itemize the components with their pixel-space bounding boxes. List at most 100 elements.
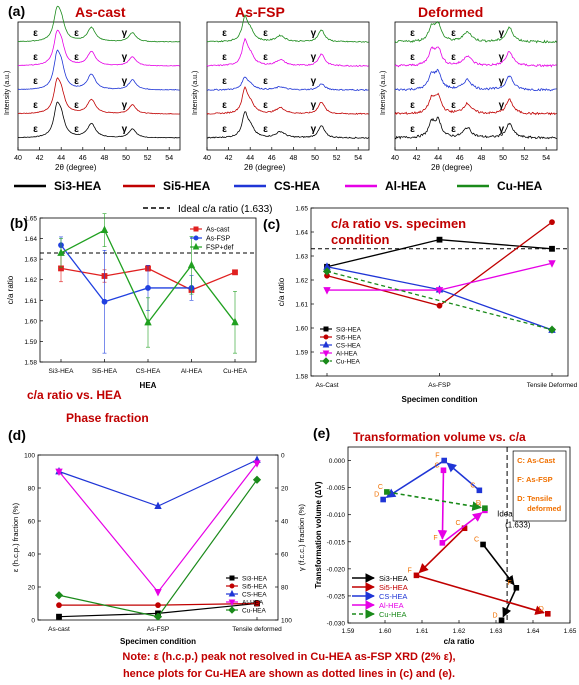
legend-marker-al-hea (322, 350, 330, 358)
y-tick-label: 1.59 (295, 350, 308, 357)
series-line-cu-hea (326, 270, 553, 331)
series-line-al-hea (58, 462, 258, 593)
data-point-al-hea (439, 540, 446, 546)
data-point-cu-hea (547, 325, 557, 334)
xrd-eps-label: ε (222, 76, 227, 87)
condition-key-def-1: D: Tensile (517, 494, 552, 503)
xrd-eps-label: ε (222, 28, 227, 39)
xrd-gamma-label: γ (499, 52, 505, 63)
legend-label-si5-hea: Si5-HEA (336, 335, 362, 342)
data-point-al-hea (253, 460, 261, 468)
x-tick-label: Tensile Deformed (527, 382, 578, 389)
x-tick-label: 1.62 (453, 628, 466, 635)
chart-c-title-line-2: condition (331, 232, 390, 247)
data-point-al-hea (435, 287, 444, 295)
y-tick-label: 40 (28, 552, 36, 559)
x-tick-label: 1.61 (416, 628, 429, 635)
series-line-as-fsp (60, 244, 192, 303)
transition-arrow-cs-hea (385, 459, 445, 499)
x-tick-label: 1.65 (564, 628, 577, 635)
y-tick-label: 1.60 (295, 326, 308, 333)
condition-tag: D (539, 606, 544, 613)
y-tick-label: 1.63 (24, 257, 37, 264)
data-point-si5-hea (436, 302, 443, 309)
data-point-fsp+def (231, 317, 239, 326)
x-tick-label: Tensile deformed (232, 626, 282, 633)
xrd-tick-label: 54 (165, 155, 173, 162)
data-point-cs-hea (154, 501, 162, 510)
y-tick-label: 1.61 (24, 298, 37, 305)
legend-marker-si5-hea (229, 583, 235, 589)
xrd-gamma-label: γ (311, 76, 317, 87)
legend-marker-as-cast (193, 226, 199, 232)
xrd-tick-label: 42 (413, 155, 421, 162)
chart-d-title: Phase fraction (66, 411, 149, 425)
legend-label-as-cast: As-cast (206, 227, 229, 234)
data-point-cs-hea (441, 457, 447, 464)
xrd-frame (206, 21, 370, 151)
condition-tag: D (493, 612, 498, 619)
xrd-tick-label: 40 (14, 155, 22, 162)
legend-marker-si5-hea (323, 334, 329, 340)
xrd-xlabel-2: 2θ (degree) (244, 163, 286, 172)
x-tick-label: 1.63 (490, 628, 503, 635)
legend-label-cu-hea: Cu-HEA (379, 610, 407, 619)
x-tick-label: As-FSP (428, 382, 450, 389)
xrd-trace (206, 13, 369, 43)
condition-key-def-2: deformed (527, 504, 562, 513)
y-tick-label: 20 (28, 585, 36, 592)
y-tick-label: 1.62 (24, 277, 37, 284)
xrd-trace (206, 86, 369, 115)
legend-label-al-hea: Al-HEA (385, 179, 427, 193)
condition-tag: C (434, 462, 439, 469)
legend-marker-cu-hea (322, 357, 330, 365)
y-axis-label: c/a ratio (277, 277, 286, 306)
x-tick-label: 1.59 (342, 628, 355, 635)
y-tick-label: 1.64 (24, 236, 37, 243)
xrd-eps-label: ε (222, 52, 227, 63)
xrd-trace (18, 77, 180, 115)
transition-arrow-al-hea (441, 512, 483, 544)
legend-marker-cu-hea (228, 606, 236, 614)
condition-tag: D (374, 492, 379, 499)
y-tick-label: 1.64 (295, 230, 308, 237)
x-tick-label: Si3-HEA (49, 368, 75, 375)
xrd-trace (394, 68, 557, 92)
data-point-si3-hea (436, 236, 443, 243)
y-tick-label: 1.65 (295, 206, 308, 213)
xrd-trace (394, 46, 557, 68)
legend-marker-al-hea (228, 599, 236, 607)
y-tick-label: 0.000 (329, 458, 346, 465)
data-point-cu-hea (322, 267, 332, 276)
condition-tag: F (433, 535, 437, 542)
xrd-tick-label: 44 (434, 155, 442, 162)
y-tick-label: 0 (31, 618, 35, 625)
x-tick-label: As-Cast (315, 382, 338, 389)
condition-tag: C (456, 520, 461, 527)
xrd-eps-label: ε (222, 100, 227, 111)
x-tick-label: Al-HEA (181, 368, 203, 375)
data-point-si5-hea (545, 610, 551, 617)
y-tick-label: -0.005 (327, 485, 346, 492)
xrd-trace (206, 111, 369, 139)
data-point-fsp+def (144, 317, 152, 326)
x-axis-label: Specimen condition (401, 395, 477, 404)
data-point-si5-hea (549, 219, 555, 226)
xrd-tick-label: 46 (79, 155, 87, 162)
xrd-tick-label: 48 (478, 155, 486, 162)
xrd-eps-label: ε (451, 76, 456, 87)
legend-label-al-hea: Al-HEA (242, 600, 264, 607)
legend-label-cs-hea: CS-HEA (336, 343, 361, 350)
xrd-tick-label: 44 (246, 155, 254, 162)
transition-arrow-al-hea (437, 470, 448, 540)
xrd-ylabel-2: Intensity (a.u.) (192, 71, 199, 115)
legend-label-si5-hea: Si5-HEA (163, 179, 211, 193)
data-point-al-hea (154, 589, 162, 597)
x-tick-label: Cu-HEA (223, 368, 248, 375)
xrd-frame (394, 21, 558, 151)
y-tick-label: 100 (24, 453, 35, 460)
data-point-si5-hea (254, 600, 260, 607)
x-tick-label: As-cast (48, 626, 70, 633)
xrd-tick-label: 42 (36, 155, 44, 162)
